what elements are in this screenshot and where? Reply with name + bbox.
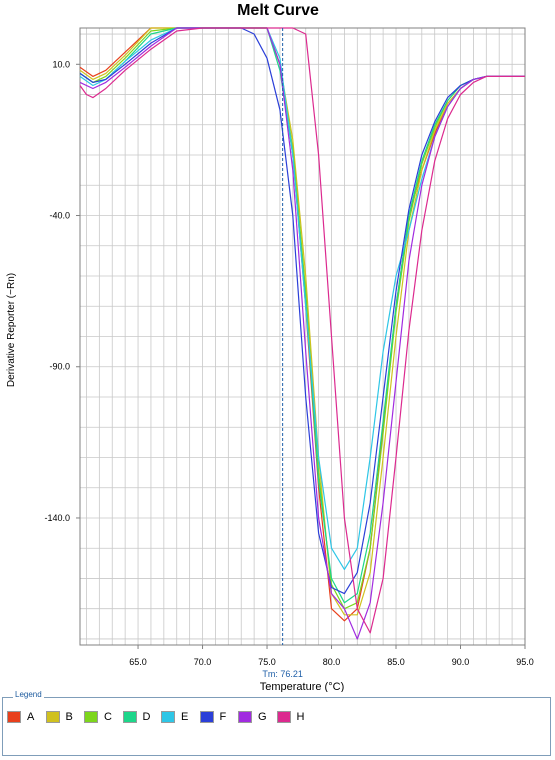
y-tick-label: -140.0 [44, 513, 70, 523]
tm-marker-label: Tm: 76.21 [262, 669, 303, 679]
series-line-b [79, 27, 525, 616]
grid-lines [80, 28, 526, 645]
series-line-h [79, 27, 525, 634]
legend-label: E [181, 711, 189, 723]
plot-area-border [79, 27, 526, 646]
series-line-a [79, 27, 525, 622]
x-axis-ticks: 65.0 70.0 75.0 80.0 85.0 90.0 95.0 [129, 645, 534, 667]
legend-swatch [84, 711, 98, 723]
legend-item-a[interactable]: A [7, 710, 46, 724]
y-axis-label: Derivative Reporter (−Rn) [6, 273, 17, 387]
legend-label: A [27, 711, 35, 723]
legend-panel: Legend A B C D E F G H [2, 690, 551, 756]
legend-items: A B C D E F G H [7, 710, 315, 724]
x-tick-label: 65.0 [129, 657, 147, 667]
legend-label: F [219, 711, 227, 723]
legend-item-h[interactable]: H [276, 710, 316, 724]
legend-swatch [161, 711, 175, 723]
legend-swatch [122, 711, 137, 723]
x-tick-label: 90.0 [452, 657, 470, 667]
series-line-c [79, 27, 525, 610]
x-tick-label: 85.0 [387, 657, 405, 667]
x-tick-label: 70.0 [194, 657, 212, 667]
legend-swatch [276, 711, 291, 723]
y-axis-ticks: 10.0 -40.0 -90.0 -140.0 [44, 59, 80, 523]
legend-label: G [258, 711, 267, 723]
x-axis-label: Temperature (°C) [260, 681, 344, 692]
legend-item-c[interactable]: C [84, 710, 123, 724]
legend-swatch [7, 711, 21, 723]
legend-item-g[interactable]: G [238, 710, 277, 724]
melt-curve-chart: Melt Curve Tm: 76.21 65.0 70.0 75.0 80.0 85.… [6, 2, 534, 692]
x-tick-label: 75.0 [258, 657, 276, 667]
legend-title: Legend [13, 690, 44, 699]
legend-label: C [104, 711, 112, 723]
y-tick-label: 10.0 [52, 59, 70, 69]
legend-label: H [296, 711, 305, 723]
y-tick-label: -40.0 [49, 211, 70, 221]
series-lines [79, 27, 525, 640]
x-tick-label: 80.0 [323, 657, 341, 667]
x-tick-label: 95.0 [516, 657, 534, 667]
legend-label: D [142, 711, 151, 723]
chart-title: Melt Curve [237, 2, 319, 19]
legend-swatch [199, 711, 214, 723]
legend-item-b[interactable]: B [45, 710, 85, 724]
legend-swatch [238, 711, 252, 723]
legend-label: B [65, 711, 73, 723]
legend-item-e[interactable]: E [161, 710, 200, 724]
series-line-d [79, 27, 525, 604]
series-line-g [79, 27, 525, 640]
y-tick-label: -90.0 [49, 362, 70, 372]
legend-item-d[interactable]: D [122, 710, 162, 724]
legend-item-f[interactable]: F [199, 710, 239, 724]
legend-swatch [45, 711, 60, 723]
